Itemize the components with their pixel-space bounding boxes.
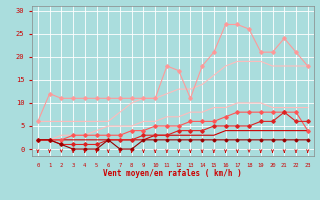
X-axis label: Vent moyen/en rafales ( km/h ): Vent moyen/en rafales ( km/h ) <box>103 169 242 178</box>
